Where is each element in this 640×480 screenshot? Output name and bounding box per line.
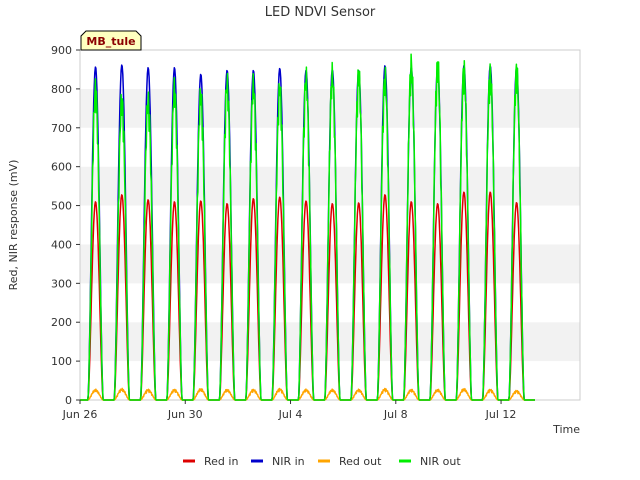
x-tick-label: Jun 26	[62, 408, 98, 421]
y-tick-label: 300	[51, 277, 72, 290]
plot-frame	[79, 49, 581, 401]
legend-label: NIR in	[272, 455, 305, 468]
y-tick-label: 100	[51, 355, 72, 368]
y-tick-label: 600	[51, 161, 72, 174]
x-axis: Jun 26 Jun 30 Jul 4 Jul 8 Jul 12	[62, 400, 517, 421]
y-tick-label: 900	[51, 44, 72, 57]
legend-item: NIR out	[399, 455, 461, 468]
y-tick-label: 800	[51, 83, 72, 96]
site-badge-label: MB_tule	[86, 35, 135, 48]
legend-label: NIR out	[420, 455, 461, 468]
legend-label: Red out	[339, 455, 382, 468]
y-axis: 0 100 200 300 400 500 600 700 800 900	[51, 44, 80, 407]
series-layer	[79, 53, 536, 401]
series-line	[79, 53, 536, 401]
y-tick-label: 400	[51, 238, 72, 251]
legend: Red in NIR in Red out NIR out	[183, 455, 461, 468]
x-axis-label: Time	[552, 423, 580, 436]
chart-title: LED NDVI Sensor	[265, 5, 376, 20]
y-axis-label: Red, NIR response (mV)	[7, 160, 20, 291]
legend-label: Red in	[204, 455, 238, 468]
y-tick-label: 0	[65, 394, 72, 407]
site-badge: MB_tule	[80, 30, 142, 51]
grid-band	[80, 166, 580, 206]
x-tick-label: Jul 4	[278, 408, 303, 421]
grid-band	[80, 283, 580, 323]
y-tick-label: 700	[51, 122, 72, 135]
x-tick-label: Jul 8	[383, 408, 408, 421]
grid-band	[80, 50, 580, 89]
y-tick-label: 200	[51, 316, 72, 329]
y-tick-label: 500	[51, 200, 72, 213]
legend-item: Red out	[318, 455, 382, 468]
x-tick-label: Jul 12	[485, 408, 517, 421]
x-tick-label: Jun 30	[167, 408, 203, 421]
legend-item: NIR in	[251, 455, 305, 468]
legend-item: Red in	[183, 455, 238, 468]
